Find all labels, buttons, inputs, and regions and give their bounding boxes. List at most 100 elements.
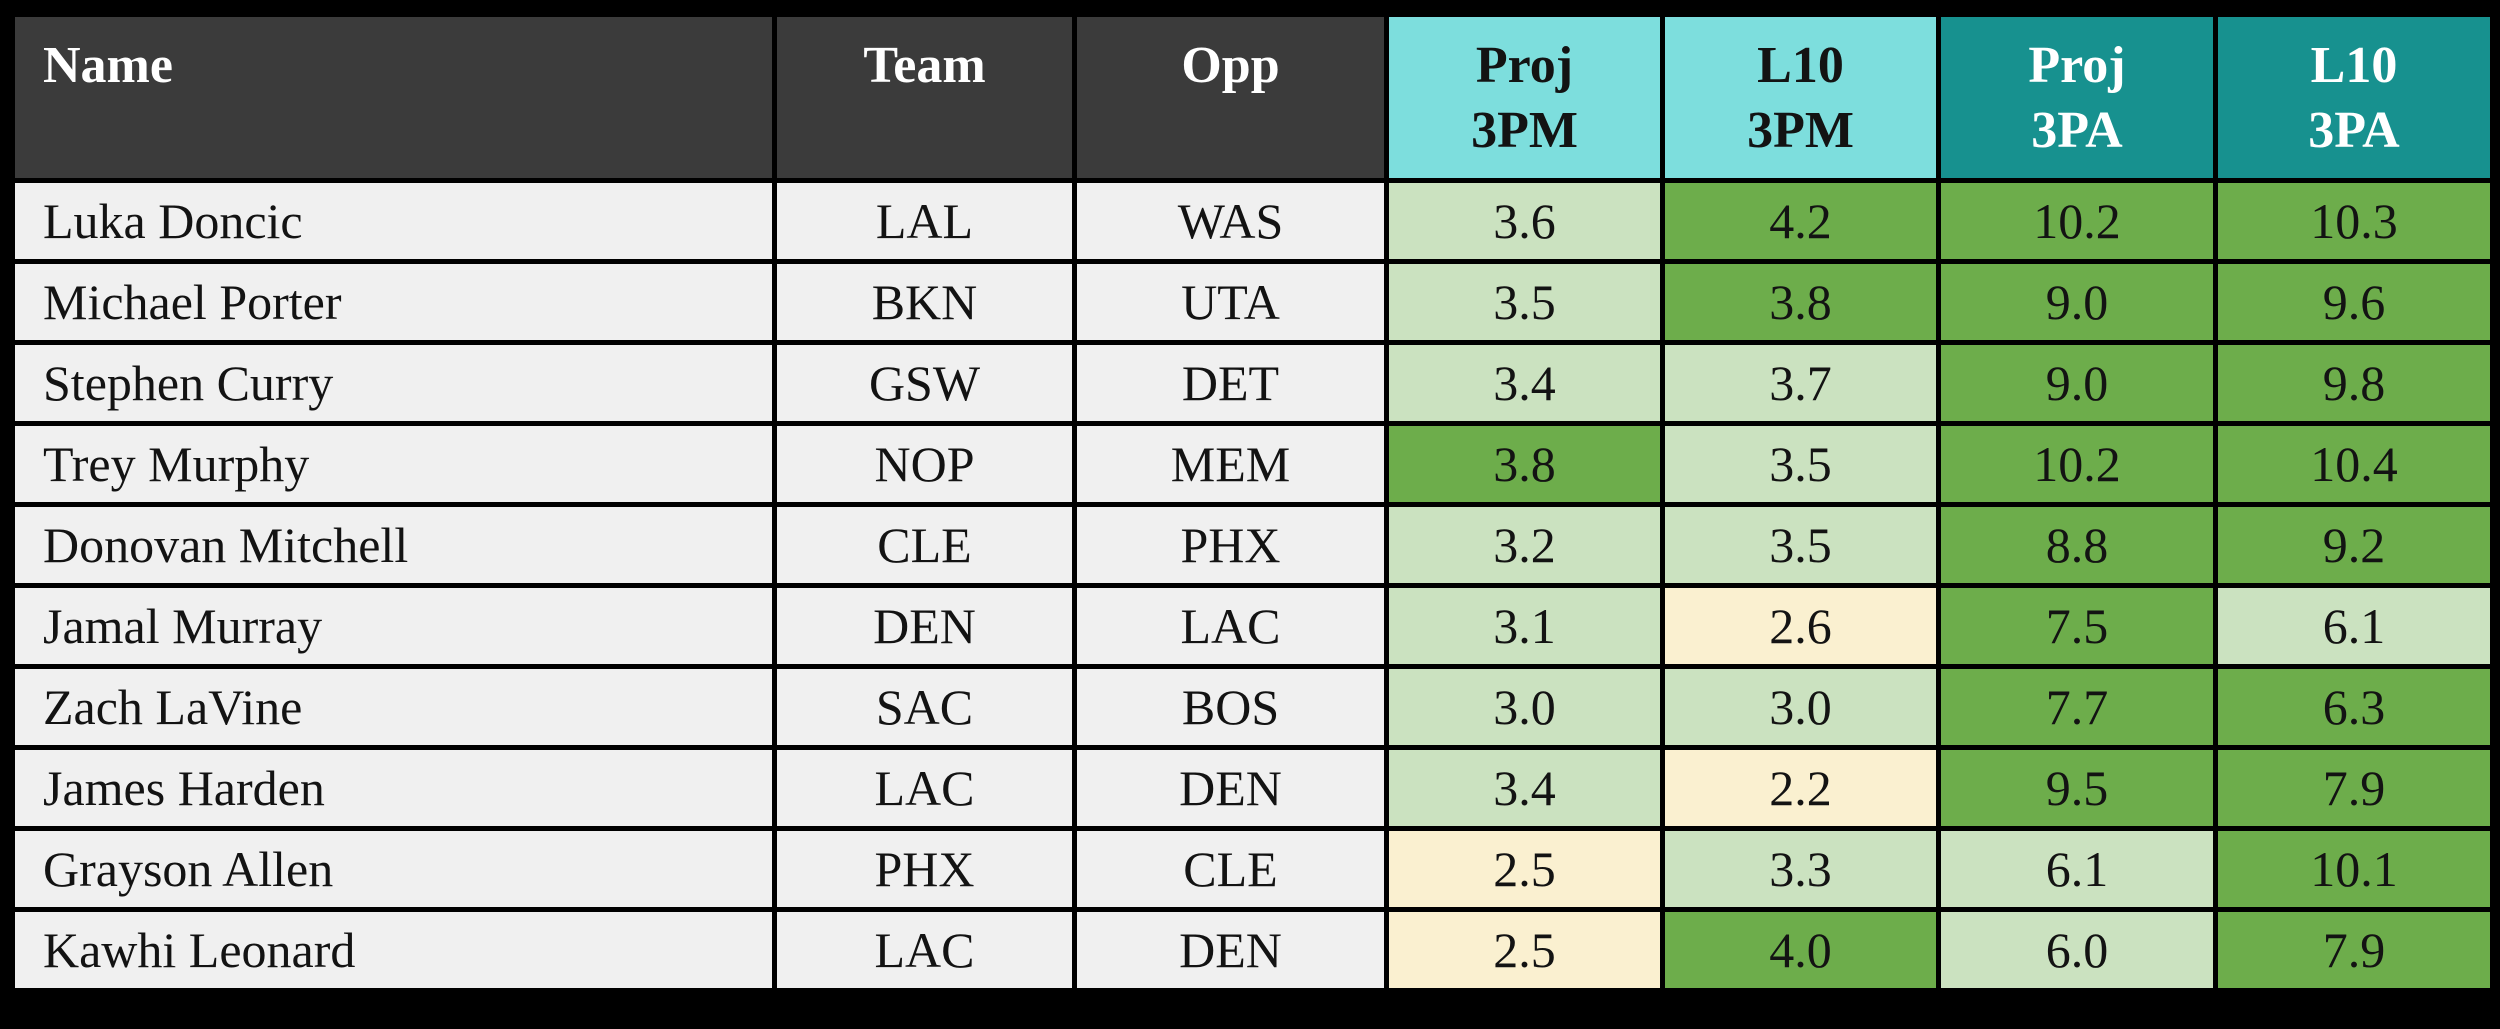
stat-cell-0: 3.2 bbox=[1384, 502, 1665, 588]
stat-cell-3: 9.2 bbox=[2213, 502, 2495, 588]
col-header-l10-3pa-line1: L10 bbox=[2310, 37, 2398, 94]
stat-cell-2: 9.5 bbox=[1936, 745, 2218, 831]
stat-cell-2: 7.5 bbox=[1936, 583, 2218, 669]
stat-cell-0: 3.4 bbox=[1384, 340, 1665, 426]
player-name-cell: Grayson Allen bbox=[10, 826, 777, 912]
player-name-cell: Luka Doncic bbox=[10, 178, 777, 264]
col-header-l10-3pa-line2: 3PA bbox=[2308, 102, 2400, 159]
player-name-cell: Stephen Curry bbox=[10, 340, 777, 426]
opponent-cell: WAS bbox=[1072, 178, 1389, 264]
stat-cell-2: 6.0 bbox=[1936, 907, 2218, 993]
stat-cell-2: 9.0 bbox=[1936, 340, 2218, 426]
table-body: Luka Doncic LAL WAS 3.6 4.2 10.2 10.3 Michael P… bbox=[10, 178, 2495, 993]
stat-cell-1: 3.5 bbox=[1660, 502, 1941, 588]
stat-cell-2: 6.1 bbox=[1936, 826, 2218, 912]
player-name-cell: Jamal Murray bbox=[10, 583, 777, 669]
stat-cell-1: 4.0 bbox=[1660, 907, 1941, 993]
opponent-cell: DEN bbox=[1072, 745, 1389, 831]
stat-cell-3: 7.9 bbox=[2213, 907, 2495, 993]
stat-cell-1: 2.6 bbox=[1660, 583, 1941, 669]
player-name-cell: Kawhi Leonard bbox=[10, 907, 777, 993]
table-row: Zach LaVine SAC BOS 3.0 3.0 7.7 6.3 bbox=[10, 664, 2495, 750]
stat-cell-2: 7.7 bbox=[1936, 664, 2218, 750]
col-header-proj-3pm-line2: 3PM bbox=[1471, 102, 1578, 159]
col-header-proj-3pm-line1: Proj bbox=[1475, 37, 1574, 94]
stat-cell-2: 10.2 bbox=[1936, 421, 2218, 507]
team-cell: PHX bbox=[772, 826, 1077, 912]
col-header-name: Name bbox=[10, 12, 777, 183]
col-header-l10-3pa: L10 3PA bbox=[2213, 12, 2495, 183]
player-name-cell: Donovan Mitchell bbox=[10, 502, 777, 588]
opponent-cell: DET bbox=[1072, 340, 1389, 426]
stat-cell-0: 3.4 bbox=[1384, 745, 1665, 831]
col-header-l10-3pm-line2: 3PM bbox=[1747, 102, 1854, 159]
stat-cell-0: 2.5 bbox=[1384, 826, 1665, 912]
opponent-cell: BOS bbox=[1072, 664, 1389, 750]
team-cell: GSW bbox=[772, 340, 1077, 426]
team-cell: DEN bbox=[772, 583, 1077, 669]
opponent-cell: PHX bbox=[1072, 502, 1389, 588]
stat-cell-1: 3.5 bbox=[1660, 421, 1941, 507]
player-name-cell: Zach LaVine bbox=[10, 664, 777, 750]
stat-cell-0: 3.1 bbox=[1384, 583, 1665, 669]
header-row: Name Team Opp Proj 3PM L10 3PM Proj 3PA … bbox=[10, 12, 2495, 183]
stat-cell-1: 3.0 bbox=[1660, 664, 1941, 750]
team-cell: SAC bbox=[772, 664, 1077, 750]
col-header-proj-3pa-line2: 3PA bbox=[2031, 102, 2123, 159]
opponent-cell: CLE bbox=[1072, 826, 1389, 912]
stat-cell-3: 6.1 bbox=[2213, 583, 2495, 669]
stat-cell-3: 7.9 bbox=[2213, 745, 2495, 831]
stat-cell-3: 10.1 bbox=[2213, 826, 2495, 912]
opponent-cell: DEN bbox=[1072, 907, 1389, 993]
opponent-cell: MEM bbox=[1072, 421, 1389, 507]
stat-cell-3: 6.3 bbox=[2213, 664, 2495, 750]
table-row: Donovan Mitchell CLE PHX 3.2 3.5 8.8 9.2 bbox=[10, 502, 2495, 588]
stat-cell-1: 4.2 bbox=[1660, 178, 1941, 264]
opponent-cell: LAC bbox=[1072, 583, 1389, 669]
stat-cell-0: 2.5 bbox=[1384, 907, 1665, 993]
team-cell: LAC bbox=[772, 907, 1077, 993]
stat-cell-0: 3.8 bbox=[1384, 421, 1665, 507]
table-row: Kawhi Leonard LAC DEN 2.5 4.0 6.0 7.9 bbox=[10, 907, 2495, 993]
player-name-cell: James Harden bbox=[10, 745, 777, 831]
stat-cell-1: 3.8 bbox=[1660, 259, 1941, 345]
team-cell: BKN bbox=[772, 259, 1077, 345]
stat-cell-0: 3.0 bbox=[1384, 664, 1665, 750]
stat-cell-1: 3.3 bbox=[1660, 826, 1941, 912]
team-cell: NOP bbox=[772, 421, 1077, 507]
stat-cell-0: 3.6 bbox=[1384, 178, 1665, 264]
projections-table: Name Team Opp Proj 3PM L10 3PM Proj 3PA … bbox=[10, 12, 2495, 993]
table-row: James Harden LAC DEN 3.4 2.2 9.5 7.9 bbox=[10, 745, 2495, 831]
stat-cell-3: 10.4 bbox=[2213, 421, 2495, 507]
table-row: Trey Murphy NOP MEM 3.8 3.5 10.2 10.4 bbox=[10, 421, 2495, 507]
stat-cell-2: 9.0 bbox=[1936, 259, 2218, 345]
col-header-proj-3pa: Proj 3PA bbox=[1936, 12, 2218, 183]
table-row: Luka Doncic LAL WAS 3.6 4.2 10.2 10.3 bbox=[10, 178, 2495, 264]
player-name-cell: Michael Porter bbox=[10, 259, 777, 345]
table-row: Stephen Curry GSW DET 3.4 3.7 9.0 9.8 bbox=[10, 340, 2495, 426]
stat-cell-2: 10.2 bbox=[1936, 178, 2218, 264]
stat-cell-1: 2.2 bbox=[1660, 745, 1941, 831]
stat-cell-2: 8.8 bbox=[1936, 502, 2218, 588]
col-header-team: Team bbox=[772, 12, 1077, 183]
team-cell: LAL bbox=[772, 178, 1077, 264]
table-header: Name Team Opp Proj 3PM L10 3PM Proj 3PA … bbox=[10, 12, 2495, 183]
col-header-l10-3pm: L10 3PM bbox=[1660, 12, 1941, 183]
stat-cell-3: 9.6 bbox=[2213, 259, 2495, 345]
col-header-proj-3pa-line1: Proj bbox=[2028, 37, 2126, 94]
team-cell: LAC bbox=[772, 745, 1077, 831]
col-header-opp: Opp bbox=[1072, 12, 1389, 183]
table-row: Jamal Murray DEN LAC 3.1 2.6 7.5 6.1 bbox=[10, 583, 2495, 669]
stat-cell-1: 3.7 bbox=[1660, 340, 1941, 426]
player-name-cell: Trey Murphy bbox=[10, 421, 777, 507]
stat-cell-0: 3.5 bbox=[1384, 259, 1665, 345]
team-cell: CLE bbox=[772, 502, 1077, 588]
stat-cell-3: 10.3 bbox=[2213, 178, 2495, 264]
opponent-cell: UTA bbox=[1072, 259, 1389, 345]
table-row: Grayson Allen PHX CLE 2.5 3.3 6.1 10.1 bbox=[10, 826, 2495, 912]
col-header-l10-3pm-line1: L10 bbox=[1757, 37, 1844, 94]
col-header-proj-3pm: Proj 3PM bbox=[1384, 12, 1665, 183]
table-row: Michael Porter BKN UTA 3.5 3.8 9.0 9.6 bbox=[10, 259, 2495, 345]
stat-cell-3: 9.8 bbox=[2213, 340, 2495, 426]
